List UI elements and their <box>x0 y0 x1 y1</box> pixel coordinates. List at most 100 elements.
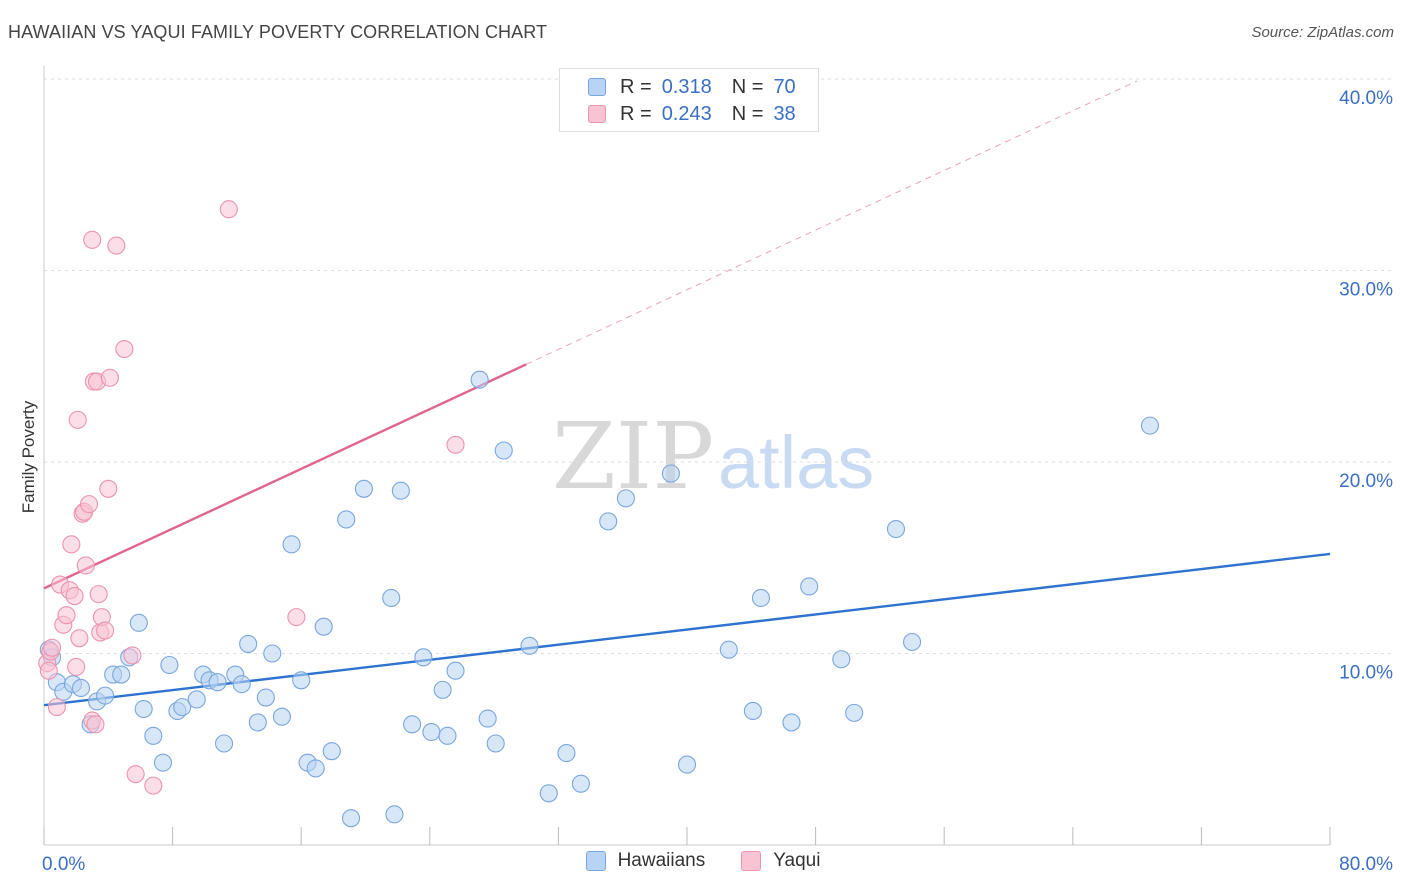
yaqui-point <box>83 230 102 249</box>
hawaiians-point <box>208 673 227 692</box>
hawaiians-point <box>677 755 697 774</box>
yaqui-point <box>99 479 118 498</box>
hawaiians-point <box>341 809 361 828</box>
hawaiians-point <box>391 481 410 500</box>
hawaiians-point <box>719 640 738 659</box>
hawaiians-point <box>354 479 373 498</box>
legend-row-yaqui: R = 0.243 N = 38 <box>588 102 796 126</box>
yaqui-point <box>115 339 134 359</box>
chart-title: HAWAIIAN VS YAQUI FAMILY POVERTY CORRELA… <box>8 22 548 42</box>
hawaiians-point <box>422 722 441 742</box>
hawaiians-point <box>153 753 173 772</box>
hawaiians-point <box>403 715 422 734</box>
r-label: R = <box>620 102 652 125</box>
hawaiians-point <box>616 489 635 508</box>
hawaiians-point <box>382 588 401 608</box>
hawaiians-point <box>800 577 819 596</box>
yaqui-point <box>144 776 163 795</box>
hawaiians-point <box>71 678 91 698</box>
hawaiians-point <box>1140 416 1160 435</box>
yaqui-point <box>100 368 119 387</box>
hawaiians-point <box>385 805 404 824</box>
legend-item-yaqui: Yaqui <box>741 850 820 872</box>
legend-row-hawaiians: R = 0.318 N = 70 <box>588 75 796 99</box>
y-tick-label: 10.0% <box>1339 663 1393 684</box>
hawaiians-point <box>144 726 163 745</box>
hawaiians-point <box>414 648 433 667</box>
hawaiians-point <box>314 617 333 636</box>
yaqui-point <box>446 435 465 454</box>
hawaiians-point <box>129 613 148 632</box>
hawaiians-point <box>239 634 258 653</box>
yaqui-point <box>47 698 66 717</box>
yaqui-point <box>67 657 86 676</box>
hawaiians-point <box>272 707 291 726</box>
series-legend: Hawaiians Yaqui <box>0 850 1406 872</box>
yaqui-point <box>57 606 76 625</box>
n-label: N = <box>731 102 764 125</box>
yaqui-point <box>86 715 105 734</box>
hawaiians-point <box>494 441 513 460</box>
yaqui-trend-line <box>43 363 527 590</box>
x-tick-label: 80.0% <box>1339 854 1393 875</box>
hawaiians-point <box>292 671 311 690</box>
yaqui-point <box>107 236 126 255</box>
n-value: 70 <box>773 75 796 98</box>
yaqui-point <box>219 200 238 219</box>
legend-item-hawaiians: Hawaiians <box>585 850 706 872</box>
hawaiians-point <box>886 519 906 539</box>
hawaiians-point <box>782 713 801 732</box>
hawaiians-legend-label: Hawaiians <box>617 850 706 871</box>
trend-lines <box>43 80 1331 707</box>
y-tick-label: 30.0% <box>1339 280 1393 301</box>
hawaiians-point <box>470 370 489 389</box>
axes <box>43 66 1331 846</box>
y-tick-label: 40.0% <box>1339 88 1393 109</box>
yaqui-trend-extension <box>526 80 1138 365</box>
hawaiians-point <box>486 734 505 753</box>
hawaiians-point <box>845 703 864 722</box>
hawaiians-point <box>571 774 590 793</box>
yaqui-point <box>89 585 108 604</box>
x-tick-label: 0.0% <box>42 854 85 875</box>
hawaiians-point <box>446 661 465 680</box>
yaqui-point <box>42 638 62 657</box>
hawaiians-point <box>322 742 341 761</box>
yaqui-legend-label: Yaqui <box>773 850 821 871</box>
tick-labels: 10.0% 20.0% 30.0% 40.0% 0.0% 80.0% <box>42 88 1393 875</box>
yaqui-swatch <box>588 105 606 123</box>
hawaiians-legend-swatch <box>585 851 606 871</box>
hawaiians-point <box>232 675 251 694</box>
hawaiians-point <box>214 734 234 753</box>
hawaiians-point <box>599 512 618 531</box>
hawaiians-trend-line <box>43 552 1331 707</box>
hawaiians-point <box>902 632 922 652</box>
yaqui-point <box>39 661 58 680</box>
yaqui-legend-swatch <box>741 851 762 871</box>
yaqui-point <box>62 535 81 554</box>
hawaiians-point <box>520 636 539 655</box>
yaqui-point <box>68 410 87 429</box>
n-label: N = <box>731 75 764 98</box>
hawaiians-point <box>433 680 452 699</box>
hawaiians-point <box>173 698 192 717</box>
y-tick-label: 20.0% <box>1339 471 1393 492</box>
hawaiians-point <box>478 709 497 728</box>
yaqui-point <box>79 495 99 514</box>
hawaiians-point <box>337 510 356 529</box>
hawaiians-point <box>661 464 680 483</box>
hawaiians-point <box>96 686 115 705</box>
r-value: 0.243 <box>661 102 712 125</box>
hawaiians-point <box>832 650 851 669</box>
stats-legend: R = 0.318 N = 70 R = 0.243 N = 38 <box>559 68 819 132</box>
source-label: Source: ZipAtlas.com <box>1251 24 1394 41</box>
hawaiians-point <box>134 699 153 719</box>
hawaiians-point <box>256 688 275 707</box>
yaqui-point <box>76 556 95 575</box>
hawaiians-point <box>160 655 179 675</box>
yaqui-point <box>65 586 84 606</box>
hawaiians-point <box>743 701 762 721</box>
hawaiians-point <box>263 644 282 663</box>
n-value: 38 <box>773 102 796 125</box>
hawaiians-point <box>539 784 558 803</box>
